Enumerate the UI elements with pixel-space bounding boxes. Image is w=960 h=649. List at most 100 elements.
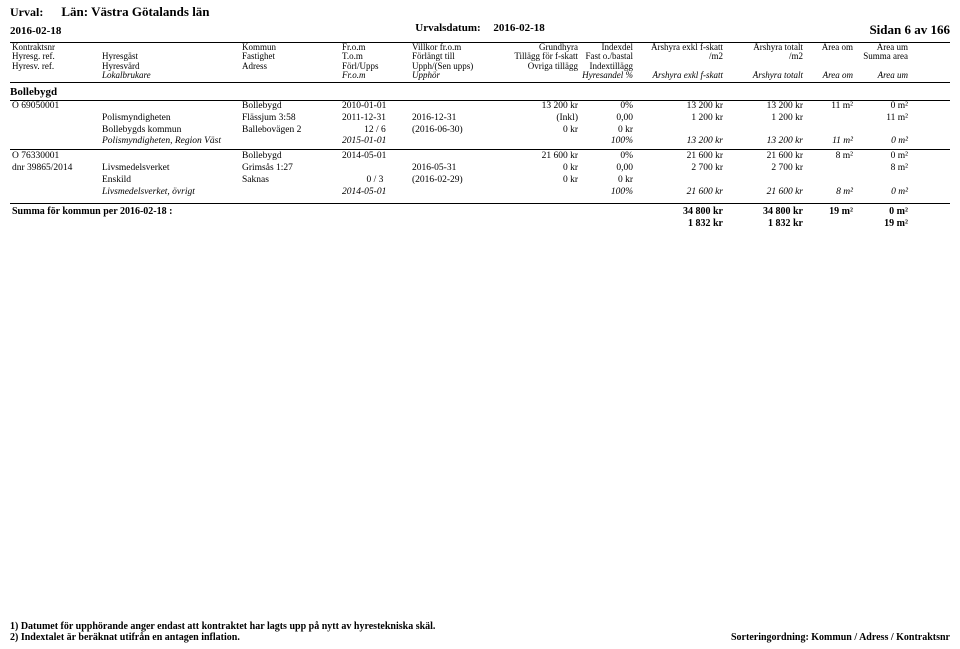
b1r2-c5: 2016-12-31 — [410, 113, 500, 125]
b2r2-c3: Grimsås 1:27 — [240, 163, 340, 175]
footer-notes: 1) Datumet för upphörande anger endast a… — [10, 621, 435, 643]
summary-label: Summa för kommun per 2016-02-18 : — [10, 206, 410, 219]
summary-block: Summa för kommun per 2016-02-18 : 34 800… — [10, 203, 950, 231]
hdr-c5-r2: Förlängt till — [410, 52, 500, 61]
hdr-c11-r2: Summa area — [855, 52, 910, 61]
b1r1-c4: 2010-01-01 — [340, 101, 410, 113]
b1r3-c1 — [10, 125, 100, 137]
b2r2-c6: 0 kr — [500, 163, 580, 175]
summary-row-1: Summa för kommun per 2016-02-18 : 34 800… — [10, 206, 950, 219]
hdr-c5-r3: Upph/(Sen upps) — [410, 62, 500, 71]
b2r1-c1: O 76330001 — [10, 151, 100, 163]
hdr-c10-r4: Area om — [805, 71, 855, 80]
b1r4-c7: 100% — [580, 136, 635, 148]
hdr-c7-r4: Hyresandel % — [580, 71, 635, 80]
hdr-c6-r4 — [500, 71, 580, 80]
b2r4-c9: 21 600 kr — [725, 187, 805, 199]
b1r4-c2: Polismyndigheten, Region Väst — [100, 136, 240, 148]
b2r4-c4: 2014-05-01 — [340, 187, 410, 199]
b2r3-c10 — [805, 175, 855, 187]
urvalsdatum-label: Urvalsdatum: — [415, 22, 480, 34]
b1r3-c10 — [805, 125, 855, 137]
hdr-c11-r3 — [855, 62, 910, 71]
hdr-c10-r2 — [805, 52, 855, 61]
hdr-c11-r4: Area um — [855, 71, 910, 80]
b1r2-c9: 1 200 kr — [725, 113, 805, 125]
hdr-c5-r1: Villkor fr.o.m — [410, 43, 500, 52]
contract-block-2: O 76330001 Bollebygd 2014-05-01 21 600 k… — [10, 151, 950, 199]
b1r2-c8: 1 200 kr — [635, 113, 725, 125]
b1r4-c8: 13 200 kr — [635, 136, 725, 148]
sum-r1-c9: 34 800 kr — [725, 206, 805, 219]
b1r3-c6: 0 kr — [500, 125, 580, 137]
b1r3-c11 — [855, 125, 910, 137]
b2r3-c5: (2016-02-29) — [410, 175, 500, 187]
b1r4-c6 — [500, 136, 580, 148]
hline-after-header — [10, 82, 950, 83]
b1r1-c5 — [410, 101, 500, 113]
hdr-c4-r3: Förl/Upps — [340, 62, 410, 71]
b1r3-c7: 0 kr — [580, 125, 635, 137]
b1r3-c2: Bollebygds kommun — [100, 125, 240, 137]
hdr-c2-r2: Hyresgäst — [100, 52, 240, 61]
sum-r2-c10 — [805, 218, 855, 231]
meta-row: 2016-02-18 Urvalsdatum: 2016-02-18 Sidan… — [10, 22, 950, 38]
b1r3-c9 — [725, 125, 805, 137]
hdr-c1-r4 — [10, 71, 100, 80]
b2r4-c6 — [500, 187, 580, 199]
sum-r1-c8: 34 800 kr — [635, 206, 725, 219]
hdr-c3-r4 — [240, 71, 340, 80]
b1r2-c10 — [805, 113, 855, 125]
hdr-c11-r1: Area um — [855, 43, 910, 52]
b2r3-c11 — [855, 175, 910, 187]
date-left: 2016-02-18 — [10, 25, 61, 37]
hdr-c9-r3 — [725, 62, 805, 71]
b2r1-c6: 21 600 kr — [500, 151, 580, 163]
hdr-c10-r3 — [805, 62, 855, 71]
region-heading: Bollebygd — [10, 86, 950, 98]
contract-block-1: O 69050001 Bollebygd 2010-01-01 13 200 k… — [10, 100, 950, 149]
b2r3-c9 — [725, 175, 805, 187]
b2r3-c8 — [635, 175, 725, 187]
b2r1-c5 — [410, 151, 500, 163]
hdr-c3-r3: Adress — [240, 62, 340, 71]
hdr-c6-r1: Grundhyra — [500, 43, 580, 52]
hdr-c1-r3: Hyresv. ref. — [10, 62, 100, 71]
page-number: Sidan 6 av 166 — [869, 22, 950, 38]
b1r2-c7: 0,00 — [580, 113, 635, 125]
b1r1-c3: Bollebygd — [240, 101, 340, 113]
b2r4-c3 — [240, 187, 340, 199]
hdr-c9-r4: Årshyra totalt — [725, 71, 805, 80]
hdr-c9-r2: /m2 — [725, 52, 805, 61]
b1r2-c3: Flässjum 3:58 — [240, 113, 340, 125]
urval-value: Län: Västra Götalands län — [61, 4, 209, 20]
hline-after-b1 — [10, 149, 950, 150]
hdr-c7-r1: Indexdel — [580, 43, 635, 52]
hdr-c8-r2: /m2 — [635, 52, 725, 61]
title-row: Urval: Län: Västra Götalands län — [10, 4, 950, 20]
b1r3-c8 — [635, 125, 725, 137]
footer-note-1: 1) Datumet för upphörande anger endast a… — [10, 621, 435, 632]
b2r4-c1 — [10, 187, 100, 199]
hdr-c9-r1: Årshyra totalt — [725, 43, 805, 52]
b1r1-c11: 0 m² — [855, 101, 910, 113]
b2r2-c9: 2 700 kr — [725, 163, 805, 175]
b1r2-c4: 2011-12-31 — [340, 113, 410, 125]
footer-note-2: 2) Indextalet är beräknat utifrån en ant… — [10, 632, 435, 643]
hdr-c8-r1: Årshyra exkl f-skatt — [635, 43, 725, 52]
b1r2-c2: Polismyndigheten — [100, 113, 240, 125]
hdr-c2-r4: Lokalbrukare — [100, 71, 240, 80]
b2r3-c7: 0 kr — [580, 175, 635, 187]
b1r2-c11: 11 m² — [855, 113, 910, 125]
b1r3-c4: 12 / 6 — [340, 125, 410, 137]
b1r1-c8: 13 200 kr — [635, 101, 725, 113]
b1r1-c6: 13 200 kr — [500, 101, 580, 113]
column-header: Kontraktsnr Kommun Fr.o.m Villkor fr.o.m… — [10, 42, 950, 81]
b2r4-c5 — [410, 187, 500, 199]
b2r2-c10 — [805, 163, 855, 175]
page: Urval: Län: Västra Götalands län 2016-02… — [0, 0, 960, 649]
b1r4-c10: 11 m² — [805, 136, 855, 148]
hdr-c6-r3: Övriga tillägg — [500, 62, 580, 71]
hdr-c1-r2: Hyresg. ref. — [10, 52, 100, 61]
b2r1-c7: 0% — [580, 151, 635, 163]
